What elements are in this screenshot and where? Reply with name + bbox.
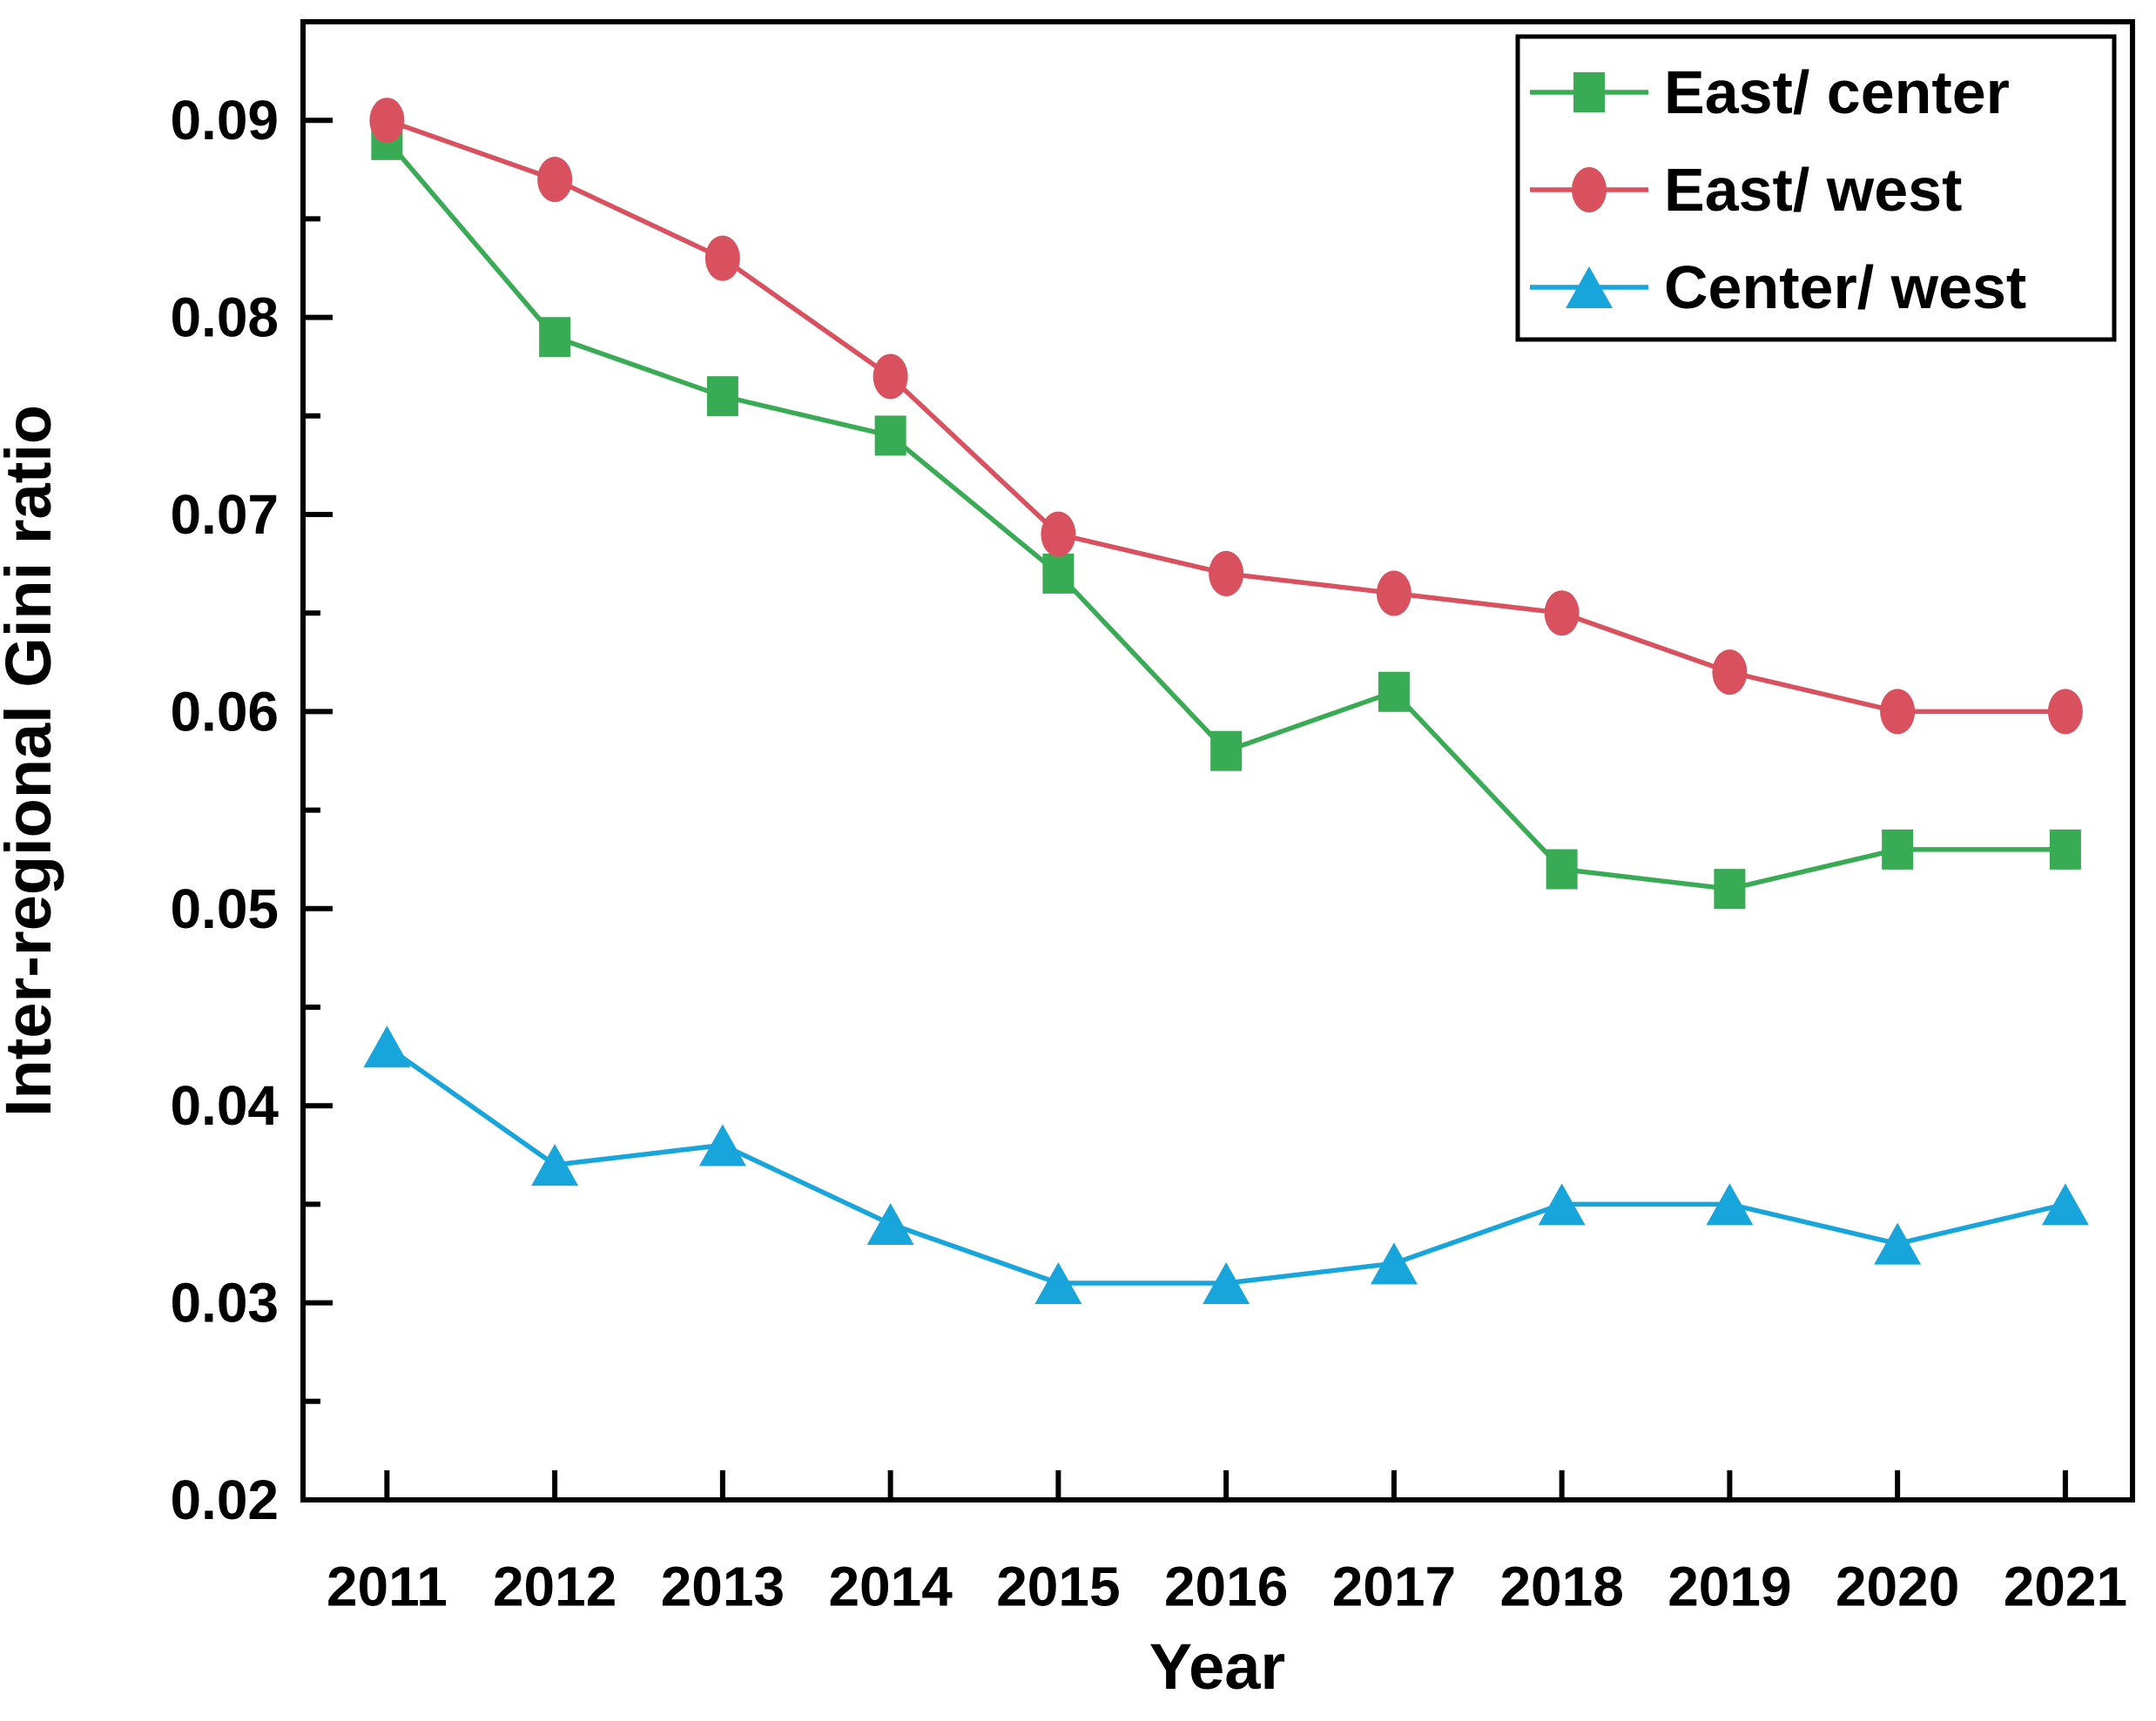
data-point-marker-triangle [531, 1144, 579, 1187]
data-point-marker-triangle [1706, 1183, 1754, 1226]
data-point-marker-triangle [1034, 1261, 1082, 1304]
data-point-marker-circle [2047, 689, 2083, 735]
legend-item-east-center: East/ center [1530, 58, 2010, 126]
data-point-marker-triangle [698, 1124, 746, 1166]
x-axis-tick-label: 2014 [828, 1555, 953, 1617]
x-axis-tick-label: 2019 [1668, 1555, 1791, 1617]
data-point-marker-square [706, 376, 738, 417]
data-point-marker-square [874, 415, 906, 456]
x-axis-title: Year [1149, 1630, 1285, 1703]
data-point-marker-circle [1376, 570, 1412, 616]
y-axis-tick-label: 0.06 [170, 680, 279, 743]
series-layer [363, 97, 2089, 1304]
data-point-marker-circle [1209, 550, 1244, 596]
legend-item-label: East/ west [1664, 156, 1962, 224]
plot-frame [300, 19, 2135, 1503]
data-point-marker-triangle [1566, 266, 1613, 308]
data-point-marker-square [1714, 869, 1746, 910]
data-point-marker-triangle [1874, 1222, 1922, 1265]
x-axis-tick-label: 2020 [1836, 1555, 1959, 1617]
data-point-marker-circle [704, 235, 740, 281]
y-axis: 0.02 0.03 0.04 0.05 0.06 0.07 0.08 0.09 [170, 89, 333, 1531]
data-point-marker-triangle [1538, 1183, 1586, 1226]
data-point-marker-triangle [1370, 1242, 1418, 1285]
data-point-marker-circle [537, 157, 573, 203]
data-point-marker-circle [1712, 649, 1748, 696]
y-axis-tick-label: 0.08 [170, 286, 279, 349]
data-point-marker-triangle [866, 1203, 914, 1246]
data-point-marker-circle [369, 97, 405, 144]
legend-item-center-west: Center/ west [1530, 253, 2026, 321]
data-point-marker-circle [1544, 590, 1580, 636]
data-point-marker-square [1042, 553, 1075, 594]
data-point-marker-square [2049, 829, 2081, 870]
data-point-marker-square [1378, 671, 1410, 712]
x-axis-tick-label: 2016 [1164, 1555, 1288, 1617]
x-axis-tick-label: 2017 [1332, 1555, 1456, 1617]
data-point-marker-circle [1041, 511, 1076, 557]
x-axis-tick-label: 2013 [661, 1555, 785, 1617]
y-axis-tick-label: 0.05 [170, 877, 279, 940]
x-axis-tick-label: 2015 [996, 1555, 1120, 1617]
data-point-marker-circle [1572, 167, 1607, 212]
legend-item-label: East/ center [1664, 58, 2010, 126]
data-point-marker-triangle [2041, 1183, 2089, 1226]
x-axis-tick-label: 2011 [327, 1555, 448, 1617]
y-axis-tick-label: 0.03 [170, 1272, 279, 1334]
legend-item-label: Center/ west [1664, 253, 2026, 321]
x-axis-tick-label: 2012 [493, 1555, 616, 1617]
legend-item-east-west: East/ west [1530, 156, 1962, 224]
series-east-center [371, 119, 2081, 910]
data-point-marker-square [539, 317, 571, 358]
data-point-marker-square [1573, 72, 1605, 112]
series-center-west [363, 1025, 2089, 1304]
y-axis-tick-label: 0.02 [170, 1469, 279, 1531]
x-axis-tick-label: 2018 [1499, 1555, 1623, 1617]
data-point-marker-square [1882, 829, 1914, 870]
y-axis-tick-label: 0.04 [170, 1074, 279, 1137]
y-axis-tick-label: 0.09 [170, 89, 279, 151]
series-east-west [369, 97, 2083, 735]
data-point-marker-circle [1880, 689, 1916, 735]
data-point-marker-square [1210, 730, 1243, 771]
data-point-marker-triangle [363, 1025, 411, 1068]
series-line [385, 1045, 2066, 1286]
x-axis-tick-label: 2021 [2004, 1555, 2127, 1617]
x-axis: 2011 2012 2013 2014 2015 2016 2017 2018 2019 2020… [327, 1470, 2127, 1617]
legend: East/ center East/ west Center/ west [1515, 34, 2117, 342]
data-point-marker-triangle [1203, 1261, 1250, 1304]
data-point-marker-circle [873, 353, 908, 400]
data-point-marker-square [1546, 849, 1578, 890]
y-axis-title: Inter-regional Gini ratio [0, 405, 64, 1117]
y-axis-tick-label: 0.07 [170, 483, 279, 546]
